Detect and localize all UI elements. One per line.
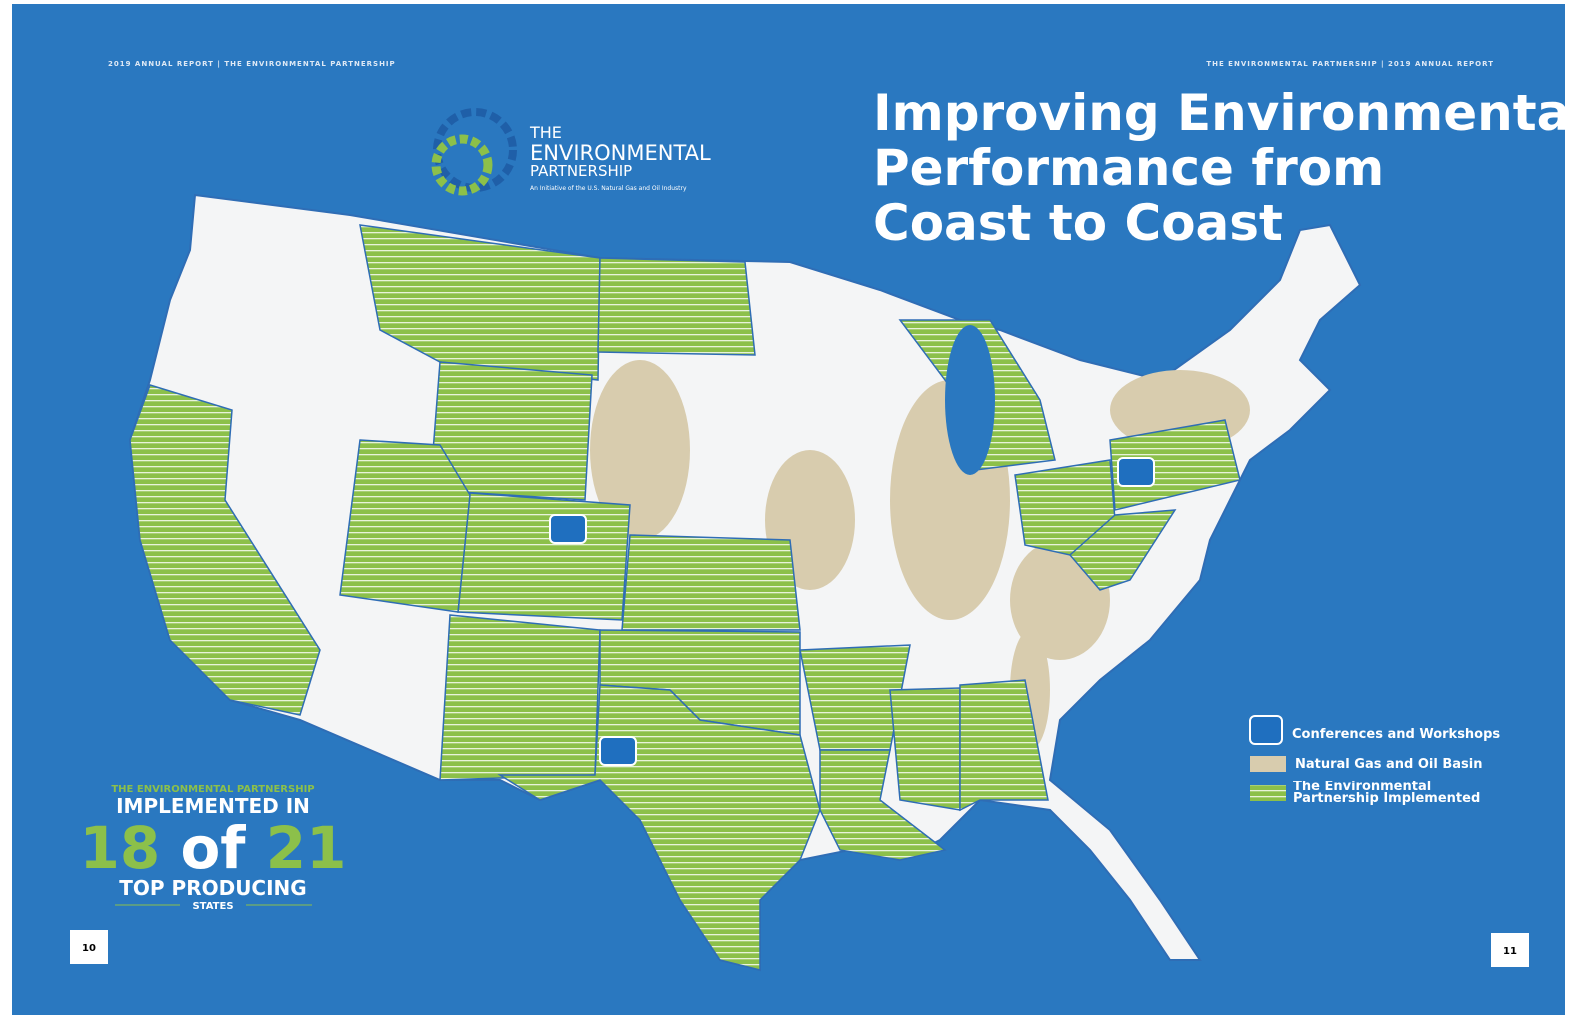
legend-label: The Environmental Partnership Implemente…	[1293, 781, 1481, 806]
page-number: 10	[82, 943, 96, 954]
of: of	[180, 814, 246, 882]
conference-icons	[549, 457, 1155, 766]
legend-label: Conferences and Workshops	[1292, 727, 1500, 742]
logo-text: ENVIRONMENTAL	[530, 141, 711, 165]
title: Coast to Coast	[873, 194, 1283, 252]
logo-tagline: An Initiative of the U.S. Natural Gas an…	[530, 185, 687, 192]
logo-text: PARTNERSHIP	[530, 162, 632, 180]
stat-number: 18 of 21	[80, 814, 347, 882]
map	[128, 193, 1362, 972]
page-box	[70, 930, 108, 964]
logo-text: THE	[529, 123, 562, 142]
page-number: 11	[1503, 946, 1517, 957]
total: 21	[266, 814, 347, 882]
stat-line: IMPLEMENTED IN	[116, 794, 310, 818]
stat-kicker: THE ENVIRONMENTAL PARTNERSHIP	[111, 784, 314, 795]
legend: Conferences and Workshops Natural Gas an…	[1249, 715, 1500, 806]
title: Performance from	[873, 139, 1384, 197]
stat-block: THE ENVIRONMENTAL PARTNERSHIP IMPLEMENTE…	[80, 784, 347, 912]
lake-michigan	[945, 325, 995, 475]
legend-label: Natural Gas and Oil Basin	[1295, 757, 1482, 772]
header-left: 2019 ANNUAL REPORT | THE ENVIRONMENTAL P…	[108, 60, 396, 69]
logo: THE ENVIRONMENTAL PARTNERSHIP An Initiat…	[431, 108, 711, 196]
implemented-states	[129, 224, 1241, 971]
page-box	[1491, 933, 1529, 967]
title: Improving Environmental	[873, 84, 1569, 142]
stat-line: STATES	[192, 901, 233, 912]
header-right: THE ENVIRONMENTAL PARTNERSHIP | 2019 ANN…	[1206, 60, 1494, 69]
implemented: 18	[80, 814, 161, 882]
stat-line: TOP PRODUCING	[119, 876, 306, 900]
